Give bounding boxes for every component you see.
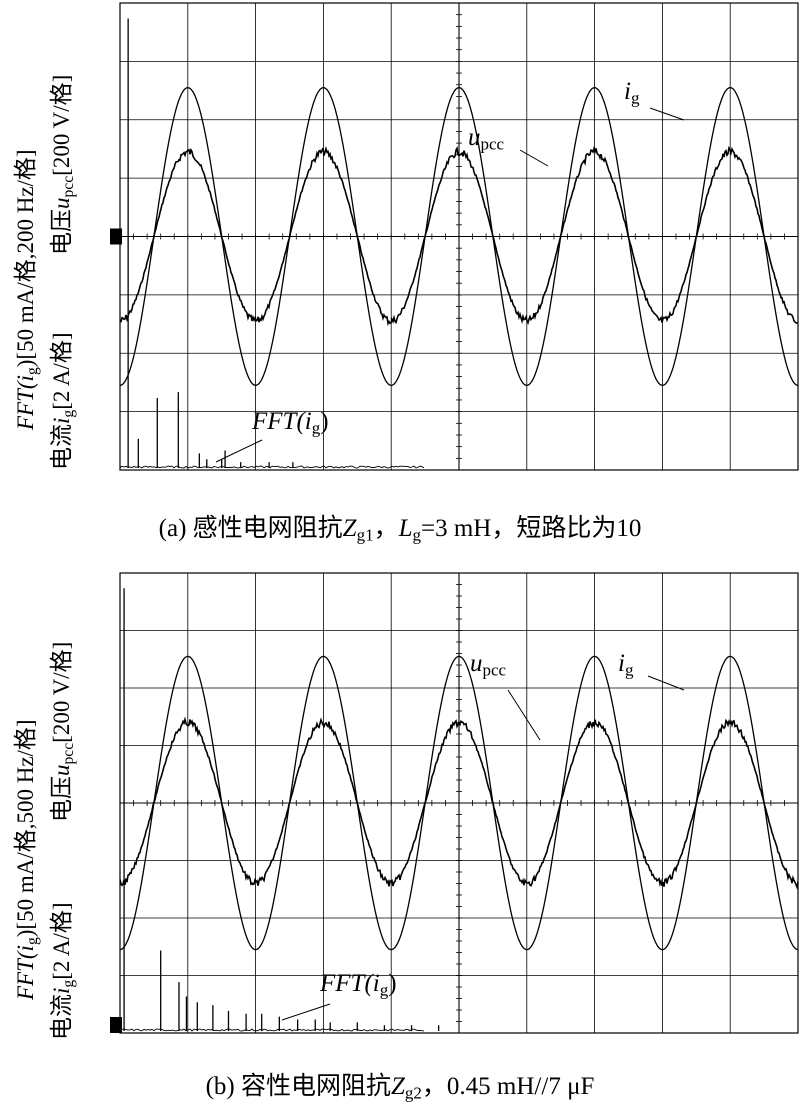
annotation-fft-a: FFT(ig) (252, 408, 329, 438)
y-axis-label-right-a: 电压upcc[200 V/格] (49, 74, 77, 255)
annotation-fft-b: FFT(ig) (320, 970, 397, 1000)
y-axis-label-right-b: 电压upcc[200 V/格] (49, 641, 77, 822)
waveform-ig-b (119, 655, 799, 951)
y-axis-label-left1-a: FFT(ig)[50 mA/格,200 Hz/格] (13, 149, 41, 430)
center-ticks-b (119, 572, 799, 1034)
caption-a: (a) 感性电网阻抗Zg1，Lg=3 mH，短路比为10 (158, 515, 642, 545)
annotation-leaders-b (281, 675, 685, 1021)
fft-spectrum-a (119, 18, 425, 469)
waveform-upcc-a (119, 145, 799, 327)
waveform-upcc-b (119, 716, 799, 890)
y-axis-label-left2-b: 电流ig[2 A/格] (49, 902, 77, 1040)
channel-marker-a (110, 228, 122, 245)
center-ticks-a (119, 2, 799, 471)
scope-panel-b (110, 572, 799, 1034)
scope-panel-a (110, 2, 799, 471)
y-axis-label-left2-a: 电流ig[2 A/格] (49, 332, 77, 470)
fft-spectrum-b (119, 588, 440, 1032)
y-axis-label-left1-b: FFT(ig)[50 mA/格,500 Hz/格] (13, 719, 41, 1000)
annotation-leaders-a (215, 107, 685, 463)
annotation-upcc-a: upcc (468, 124, 505, 154)
channel-marker-b (110, 1017, 122, 1033)
annotation-ig-a: ig (624, 78, 640, 108)
waveform-ig-a (119, 86, 799, 387)
caption-b: (b) 容性电网阻抗Zg2，0.45 mH//7 μF (205, 1073, 595, 1103)
annotation-upcc-b: upcc (470, 650, 507, 680)
annotation-ig-b: ig (618, 650, 634, 680)
